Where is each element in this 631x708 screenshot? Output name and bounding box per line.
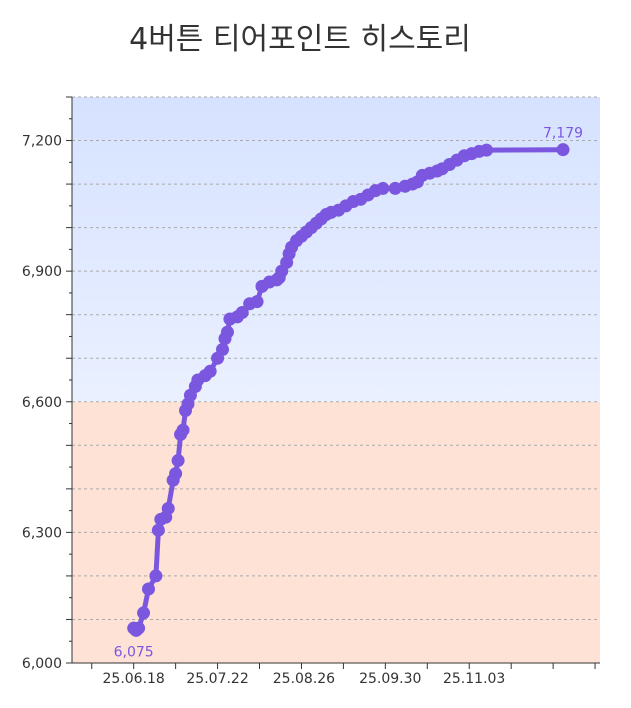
data-point <box>556 143 570 157</box>
data-point <box>171 454 185 468</box>
chart-title: 4버튼 티어포인트 히스토리 <box>129 22 471 57</box>
grid-lines <box>72 96 600 620</box>
data-point <box>235 306 249 320</box>
data-point <box>220 325 234 339</box>
data-point <box>141 582 155 596</box>
data-point <box>151 523 165 537</box>
x-tick-label: 25.06.18 <box>103 671 165 687</box>
data-point <box>250 295 264 309</box>
data-label: 7,179 <box>543 126 583 142</box>
data-point <box>137 606 151 620</box>
data-point <box>480 143 494 157</box>
y-tick-label: 6,000 <box>22 656 62 672</box>
axes: 6,000 6,300 6,600 6,900 7,200 25.06.18 25.07.2… <box>22 96 600 687</box>
y-tick-label: 6,600 <box>22 395 62 411</box>
data-point <box>203 364 217 378</box>
data-point <box>132 621 146 635</box>
data-label: 6,075 <box>114 644 154 660</box>
x-tick-label: 25.11.03 <box>443 671 505 687</box>
data-point <box>161 501 175 515</box>
labels-group: 6,075 7,179 <box>114 126 583 661</box>
x-tick-label: 25.07.22 <box>186 671 248 687</box>
y-tick-label: 6,900 <box>22 264 62 280</box>
data-point <box>388 181 402 195</box>
data-point <box>176 423 190 437</box>
upper-band <box>72 97 600 402</box>
x-tick-label: 25.08.26 <box>273 671 335 687</box>
data-point <box>216 343 230 357</box>
y-tick-label: 7,200 <box>22 134 62 150</box>
series-group <box>127 143 570 637</box>
data-point <box>149 569 163 583</box>
y-tick-label: 6,300 <box>22 525 62 541</box>
data-point <box>169 467 183 481</box>
x-tick-label: 25.09.30 <box>359 671 421 687</box>
data-point <box>376 181 390 195</box>
